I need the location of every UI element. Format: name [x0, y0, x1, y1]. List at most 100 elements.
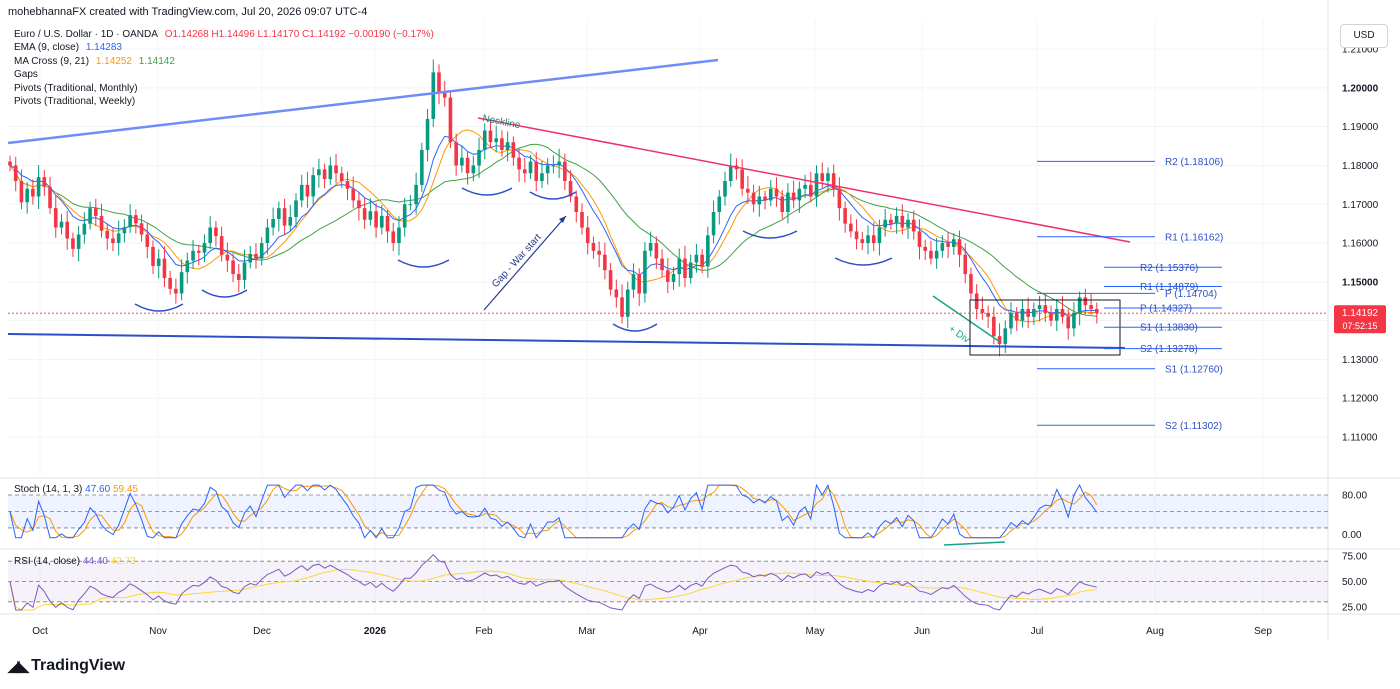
- rsi-legend[interactable]: RSI (14, close) 44.40 42.73: [14, 556, 136, 567]
- candle-body: [751, 192, 756, 205]
- candle-body: [1014, 312, 1019, 321]
- candle-body: [677, 258, 682, 275]
- candle-body: [963, 254, 968, 275]
- candle-body: [248, 253, 253, 263]
- candle-body: [809, 184, 813, 197]
- candle-body: [191, 250, 195, 261]
- candle-body: [843, 208, 847, 224]
- candle-body: [59, 221, 64, 228]
- candle-body: [53, 208, 58, 228]
- rsi-value: 44.40: [82, 556, 108, 567]
- stoch-d-line: [9, 484, 1098, 539]
- candle-body: [214, 227, 218, 237]
- candle-body: [763, 196, 767, 201]
- symbol-label: Euro / U.S. Dollar · 1D · OANDA: [14, 29, 158, 40]
- candle-body: [625, 289, 630, 317]
- divergence-label: + Div: [946, 323, 971, 345]
- tradingview-logo-text: TradingView: [31, 657, 126, 674]
- pivot-label: R1 (1.16162): [1165, 232, 1223, 243]
- candle-body: [791, 192, 796, 201]
- candle-body: [397, 227, 401, 244]
- gap-arrow-head: [559, 216, 566, 223]
- candle-body: [71, 238, 75, 249]
- candle-body: [25, 188, 29, 203]
- currency-button[interactable]: USD: [1340, 24, 1388, 48]
- candle-body: [534, 161, 539, 181]
- candle-body: [854, 231, 859, 240]
- last-price-tag: [1334, 305, 1386, 334]
- candle-body: [894, 215, 899, 224]
- legend-ma-row[interactable]: MA Cross (9, 21) 1.14252 1.14142: [14, 55, 438, 68]
- candle-body: [465, 157, 470, 174]
- candle-body: [482, 130, 487, 150]
- candle-body: [225, 254, 230, 261]
- candle-body: [551, 165, 556, 167]
- pivot-label: S1 (1.13830): [1140, 323, 1198, 334]
- candle-body: [380, 215, 384, 228]
- candle-body: [36, 177, 41, 197]
- candle-body: [694, 254, 699, 263]
- pattern-arc: [201, 289, 248, 298]
- ma-value-slow: 1.14142: [138, 55, 175, 67]
- candle-body: [156, 258, 161, 266]
- price-tick-label: 1.20000: [1342, 83, 1379, 94]
- candle-body: [986, 312, 990, 317]
- candle-body: [231, 260, 235, 275]
- candle-body: [477, 149, 481, 166]
- candle-body: [1083, 297, 1088, 306]
- candle-body: [500, 138, 504, 150]
- candle-body: [1043, 305, 1048, 313]
- candle-body: [997, 336, 1002, 344]
- pivot-label: R2 (1.18106): [1165, 157, 1223, 168]
- candle-body: [591, 243, 596, 251]
- candle-body: [585, 227, 590, 244]
- candle-body: [105, 230, 110, 239]
- pattern-arc: [461, 187, 513, 196]
- candle-body: [814, 173, 819, 197]
- legend-pivots-weekly-row[interactable]: Pivots (Traditional, Weekly): [14, 96, 136, 108]
- candle-body: [643, 250, 647, 294]
- candle-body: [139, 223, 144, 235]
- candle-body: [19, 180, 24, 203]
- candle-body: [94, 208, 98, 216]
- pattern-arc: [834, 257, 893, 266]
- candle-body: [631, 274, 636, 290]
- candle-body: [860, 239, 865, 244]
- candle-body: [116, 233, 121, 244]
- candle-body: [757, 196, 762, 205]
- time-tick-label: Jun: [914, 626, 930, 637]
- candle-body: [728, 165, 733, 181]
- stoch-legend[interactable]: Stoch (14, 1, 3) 47.60 59.45: [14, 484, 138, 495]
- stoch-tick-label: 80.00: [1342, 490, 1367, 501]
- legend-gaps-row[interactable]: Gaps: [14, 69, 38, 81]
- price-tick-label: 1.18000: [1342, 161, 1379, 172]
- candle-body: [368, 211, 373, 220]
- candle-body: [311, 175, 315, 197]
- time-tick-label: Dec: [253, 626, 271, 637]
- candle-body: [866, 235, 870, 244]
- gap-arrow: [483, 215, 567, 311]
- neckline-trendline: [477, 117, 1131, 243]
- candle-body: [277, 208, 281, 220]
- candle-body: [768, 188, 773, 201]
- ma-slow-line: [9, 143, 1097, 317]
- legend-symbol-row[interactable]: Euro / U.S. Dollar · 1D · OANDA O1.14268…: [14, 28, 438, 41]
- candle-body: [620, 297, 624, 317]
- tradingview-logo[interactable]: ◢◣ TradingView: [8, 657, 125, 675]
- time-tick-label: Apr: [692, 626, 708, 637]
- rsi-ma-value: 42.73: [110, 556, 136, 567]
- legend-pivots-monthly-row[interactable]: Pivots (Traditional, Monthly): [14, 82, 138, 94]
- candle-body: [1095, 309, 1099, 314]
- legend-ema-row[interactable]: EMA (9, close) 1.14283: [14, 41, 438, 54]
- candle-body: [923, 246, 927, 251]
- candle-body: [992, 316, 996, 337]
- countdown-label: 07:52:15: [1342, 321, 1377, 331]
- pivot-label: R1 (1.14879): [1140, 282, 1198, 293]
- candle-body: [111, 238, 115, 244]
- ma-value-fast: 1.14252: [95, 55, 132, 67]
- candle-body: [99, 215, 104, 231]
- candle-body: [185, 260, 190, 273]
- candle-body: [431, 72, 436, 119]
- candle-body: [774, 188, 779, 197]
